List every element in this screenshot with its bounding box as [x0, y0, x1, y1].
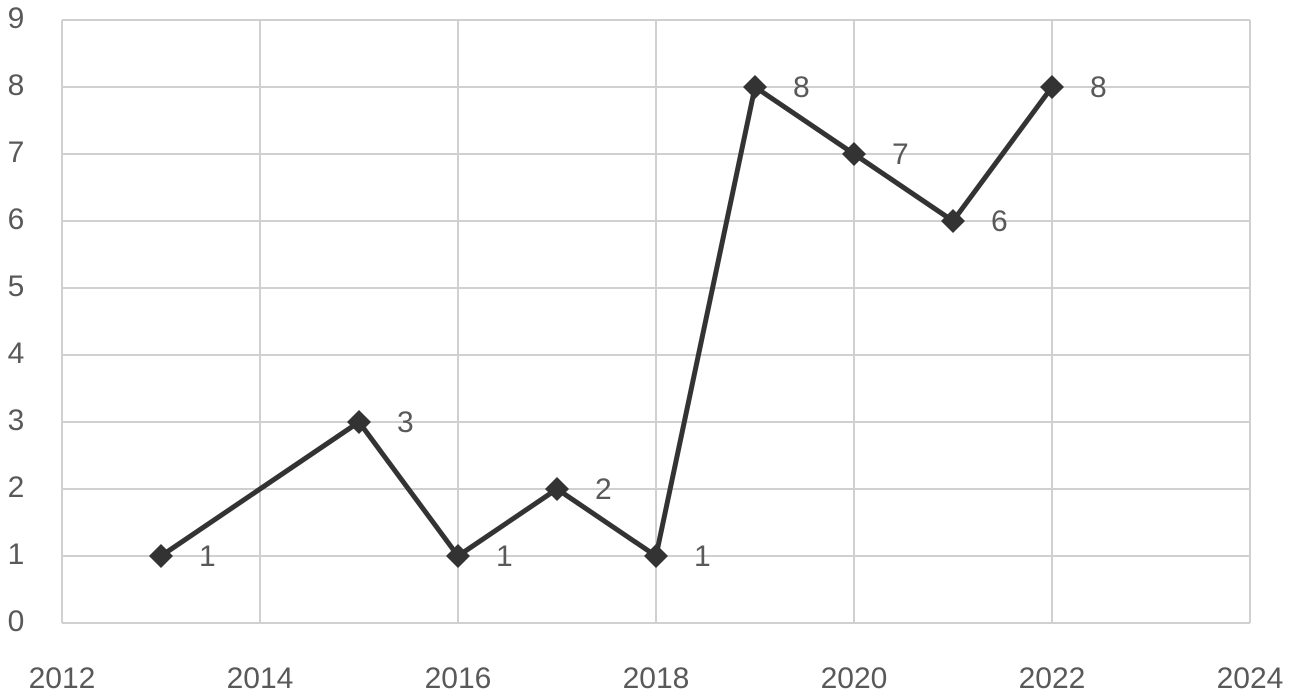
- x-tick-label: 2022: [1019, 662, 1086, 695]
- data-label: 8: [793, 71, 810, 104]
- y-tick-label: 2: [8, 471, 25, 504]
- marker: [842, 142, 866, 166]
- y-tick-label: 7: [8, 136, 25, 169]
- marker: [347, 410, 371, 434]
- y-tick-label: 4: [8, 337, 25, 370]
- marker: [545, 477, 569, 501]
- x-tick-label: 2012: [29, 662, 96, 695]
- marker: [446, 544, 470, 568]
- marker: [941, 209, 965, 233]
- marker: [644, 544, 668, 568]
- data-label: 2: [595, 473, 612, 506]
- x-tick-label: 2024: [1217, 662, 1284, 695]
- x-tick-label: 2020: [821, 662, 888, 695]
- x-tick-label: 2014: [227, 662, 294, 695]
- data-label: 1: [496, 540, 513, 573]
- x-tick-label: 2018: [623, 662, 690, 695]
- data-label: 3: [397, 406, 414, 439]
- marker: [743, 75, 767, 99]
- data-label: 8: [1090, 71, 1107, 104]
- data-label: 1: [694, 540, 711, 573]
- x-tick-label: 2016: [425, 662, 492, 695]
- y-tick-label: 1: [8, 538, 25, 571]
- marker: [1040, 75, 1064, 99]
- y-tick-label: 9: [8, 2, 25, 35]
- y-tick-label: 5: [8, 270, 25, 303]
- y-tick-label: 0: [8, 605, 25, 638]
- marker: [149, 544, 173, 568]
- y-tick-label: 3: [8, 404, 25, 437]
- data-label: 1: [199, 540, 216, 573]
- y-tick-label: 6: [8, 203, 25, 236]
- data-label: 7: [892, 138, 909, 171]
- data-label: 6: [991, 205, 1008, 238]
- y-tick-label: 8: [8, 69, 25, 102]
